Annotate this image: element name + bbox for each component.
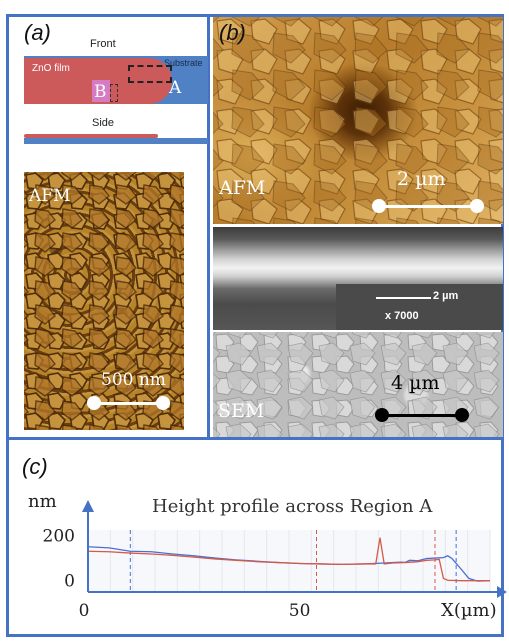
afm-b-scalebar-label: 2 µm [397,168,446,190]
panel-b-label: (b) [219,20,246,45]
chart-title: Height profile across Region A [152,496,433,517]
side-film [24,134,158,138]
sem-magnification-label: x 7000 [385,310,419,322]
zno-film-label: ZnO film [32,63,70,74]
sem-scalebar-start [375,408,389,422]
afm-image-a [24,172,184,430]
afm-a-title: AFM [29,186,71,206]
sem-cross-scalebar-label: 2 µm [433,290,459,302]
sem-scalebar-end [455,408,469,422]
afm-b-scalebar-end [470,199,484,213]
afm-grain-texture [24,172,184,430]
afm-b-scalebar [380,205,476,208]
region-b-dashed-box [110,84,118,102]
sem-scalebar [382,414,462,417]
side-label: Side [92,117,115,129]
sem-cross-scalebar [376,297,431,299]
x-axis-label: X(µm) [441,600,497,621]
region-b-marker [92,80,110,102]
front-label: Front [90,38,116,50]
afm-a-scalebar-end [156,396,170,410]
afm-a-scalebar-start [87,396,101,410]
afm-b-scalebar-start [372,199,386,213]
region-b-label: B [94,82,107,102]
sem-grain-texture [213,332,503,437]
region-a-label: A [169,78,182,98]
afm-a-scalebar [94,402,162,405]
panel-c-frame [6,437,504,637]
sem-magnification-box [336,284,503,330]
sem-scalebar-label: 4 µm [391,372,440,394]
substrate-label: Substrate [164,58,203,68]
afm-a-scalebar-label: 500 nm [101,370,166,390]
sem-cross-section-image [213,227,503,330]
y-axis-label: nm [28,491,57,512]
panel-c-label: (c) [22,454,48,479]
afm-image-b [213,17,503,224]
sem-title: SEM [218,400,265,422]
panel-a-label: (a) [24,20,51,45]
sem-image [213,332,503,437]
side-substrate [24,138,208,144]
afm-b-title: AFM [219,177,266,199]
region-a-dashed-box [128,65,172,83]
afm-b-grain-texture [213,17,503,224]
